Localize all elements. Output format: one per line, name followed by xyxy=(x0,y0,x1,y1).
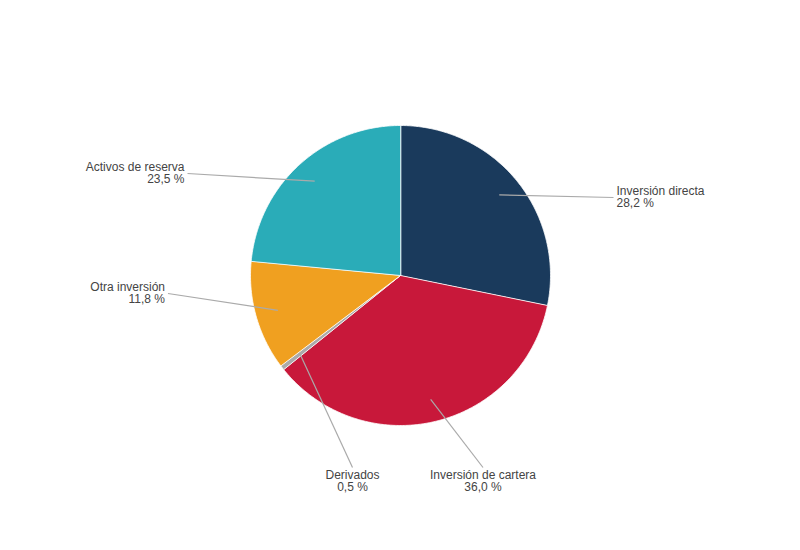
svg-text:Derivados0,5 %: Derivados0,5 % xyxy=(325,468,379,494)
svg-text:Inversión de cartera36,0 %: Inversión de cartera36,0 % xyxy=(430,468,536,494)
svg-text:Otra inversión11,8 %: Otra inversión11,8 % xyxy=(90,280,165,306)
svg-text:Activos de reserva23,5 %: Activos de reserva23,5 % xyxy=(86,160,185,186)
svg-text:Inversión directa28,2 %: Inversión directa28,2 % xyxy=(617,184,705,210)
